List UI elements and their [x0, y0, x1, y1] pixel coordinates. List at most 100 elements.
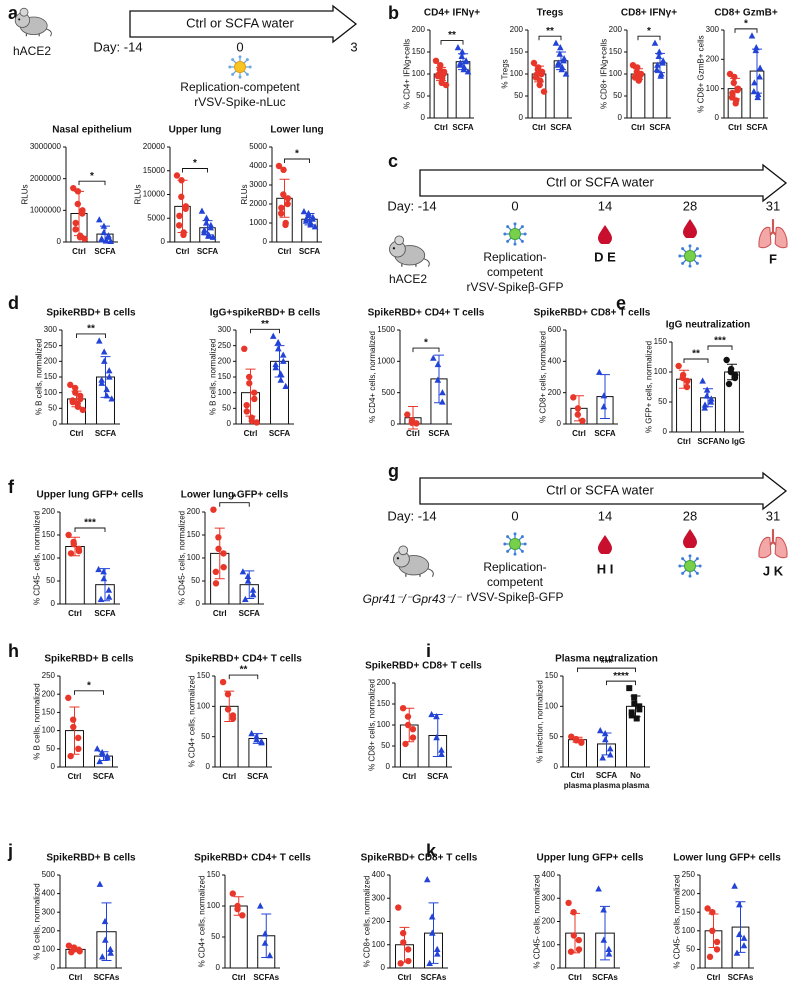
y-tick-label: 10000 [143, 190, 166, 199]
data-point [635, 77, 642, 84]
significance-bracket [734, 28, 758, 33]
data-point [98, 376, 105, 383]
y-tick-label: 200 [706, 54, 720, 63]
error-bar [245, 368, 256, 417]
data-point [248, 730, 255, 737]
data-point [229, 715, 237, 722]
y-tick-label: 250 [44, 341, 58, 350]
data-point [70, 541, 78, 548]
x-tick-label: Ctrl [232, 973, 246, 982]
y-tick-label: 0 [519, 113, 524, 122]
y-tick-label: 200 [42, 926, 56, 935]
y-tick-label: 0 [216, 963, 221, 972]
y-tick-label: 50 [201, 732, 210, 741]
y-tick-label: 0 [391, 419, 396, 428]
data-point [600, 906, 607, 913]
virus-label: competent [487, 265, 544, 279]
data-point [703, 386, 711, 393]
strain-label: hACE2 [13, 44, 51, 58]
error-bar [69, 706, 80, 755]
y-tick-label: 100 [609, 69, 623, 78]
blood-drop-icon [598, 535, 612, 554]
error-bar [233, 896, 244, 916]
y-tick-label: 100 [218, 388, 232, 397]
y-tick-label: 300 [218, 325, 232, 334]
x-tick-label-box: Ctrl plasma [564, 771, 592, 790]
blood-drop-icon [683, 219, 697, 238]
y-tick-label: 100 [510, 69, 524, 78]
virus-label: competent [487, 575, 544, 589]
virus-icon [678, 244, 702, 268]
y-tick-label: 300 [44, 325, 58, 334]
y-axis-label: % CD45- cells, normalized [673, 874, 682, 968]
y-tick-label: 150 [412, 47, 426, 56]
y-tick-label: 100 [412, 69, 426, 78]
data-point [703, 392, 711, 399]
chart-title: SpikeRBD+ B cells [46, 308, 136, 319]
x-tick-label: SCFA [93, 772, 115, 781]
data-point [72, 226, 79, 233]
y-tick-label: 150 [197, 671, 211, 680]
error-bar [428, 902, 439, 964]
significance-bracket [74, 527, 106, 532]
arrow-label: Ctrl or SCFA water [546, 174, 654, 189]
lungs-icon [757, 218, 789, 249]
chart-title: IgG neutralization [666, 320, 750, 331]
data-point [442, 81, 450, 89]
y-tick-label: 200 [42, 689, 56, 698]
y-axis-label: % CD8+ cells, normalized [363, 876, 372, 968]
virus-label: Replication- [483, 560, 546, 574]
y-tick-label: 15000 [143, 166, 166, 175]
data-point [79, 210, 86, 217]
virus-icon [228, 55, 252, 79]
chart-title: SpikeRBD+ CD4+ T cells [185, 654, 302, 665]
data-point [428, 710, 435, 718]
virus-icon [503, 532, 527, 556]
data-point [575, 936, 583, 944]
x-tick-label: SCFA [697, 437, 719, 446]
data-point [98, 379, 106, 386]
y-tick-label: 100 [654, 367, 668, 376]
data-point [628, 712, 635, 719]
x-tick-label: SCFA [247, 772, 269, 781]
chart-title: CD4+ IFNγ+ [424, 8, 480, 19]
data-point [731, 882, 738, 889]
y-tick-label: 100 [545, 701, 559, 710]
data-point [560, 57, 567, 64]
x-tick-label: SCFA [452, 123, 474, 132]
x-tick-label: SCFAs [94, 973, 120, 982]
data-point [229, 890, 236, 897]
y-tick-label: 200 [372, 917, 386, 926]
y-tick-label: 250 [42, 671, 56, 680]
significance-bracket [707, 345, 733, 350]
y-tick-label: 150 [44, 372, 58, 381]
data-point [395, 904, 402, 911]
data-point [602, 736, 609, 743]
data-point [754, 90, 762, 98]
data-point [570, 394, 577, 401]
data-point [215, 545, 222, 552]
chart-title: SpikeRBD+ CD8+ T cells [534, 308, 651, 319]
significance-label: * [90, 171, 94, 182]
data-point [399, 705, 407, 712]
data-point [100, 222, 108, 229]
data-point [756, 73, 763, 80]
data-point [67, 550, 75, 557]
error-bar [600, 374, 610, 420]
significance-label: *** [714, 336, 726, 347]
significance-label: ** [261, 319, 269, 330]
error-bar [601, 732, 612, 756]
data-point [413, 420, 420, 427]
y-axis-label: % CD8+ cells, normalized [368, 679, 377, 771]
data-point [725, 380, 733, 388]
significance-label: * [295, 149, 299, 160]
error-bar [224, 690, 235, 722]
x-tick-label: SCFA plasma [592, 771, 621, 790]
y-tick-label: 0 [618, 113, 623, 122]
significance-label: * [744, 19, 748, 30]
y-tick-label: 300 [372, 893, 386, 902]
data-point [220, 564, 227, 571]
y-tick-label: 100 [542, 940, 556, 949]
y-tick-label: 0 [386, 762, 391, 771]
y-tick-label: 50 [48, 403, 57, 412]
